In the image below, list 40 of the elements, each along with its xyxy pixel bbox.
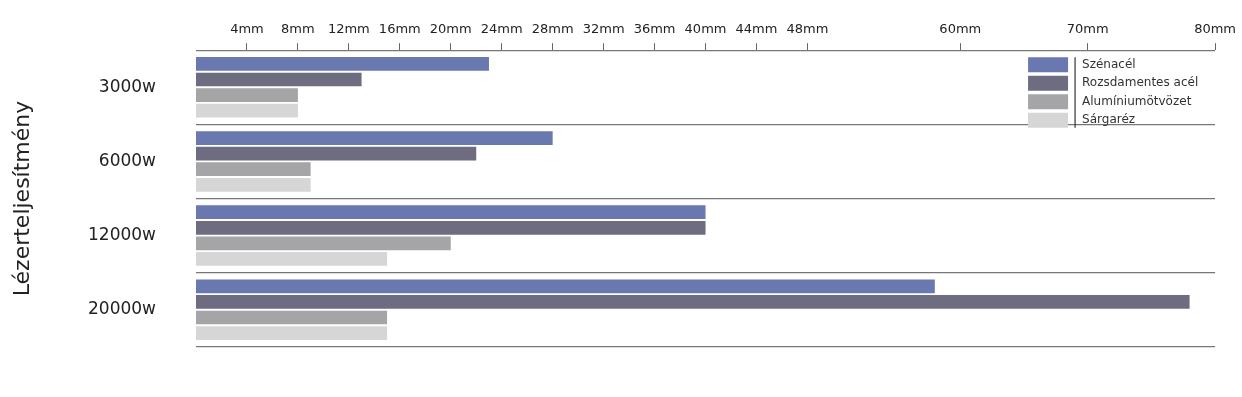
x-tick-label: 28mm: [531, 20, 574, 36]
bar: [195, 177, 311, 192]
bar: [195, 310, 388, 325]
bar: [195, 162, 311, 177]
x-tick-label: 12mm: [327, 20, 370, 36]
bar: [195, 57, 489, 71]
y-tick-label: 3000w: [98, 75, 157, 96]
x-tick-label: 4mm: [230, 20, 264, 36]
y-tick-label: 6000w: [98, 149, 157, 170]
bar: [195, 295, 1190, 309]
legend-label: Sárgaréz: [1082, 112, 1136, 127]
x-tick-label: 80mm: [1194, 20, 1236, 36]
x-tick-label: 70mm: [1066, 20, 1109, 36]
y-axis-title: Lézerteljesítmény: [9, 100, 35, 297]
bar: [195, 205, 706, 220]
x-tick-label: 32mm: [582, 20, 625, 36]
legend-label: Rozsdamentes acél: [1082, 75, 1199, 90]
bar: [195, 236, 451, 251]
x-tick-label: 40mm: [684, 20, 727, 36]
y-tick-label: 20000w: [88, 298, 157, 319]
bar: [195, 326, 388, 340]
x-tick-label: 20mm: [429, 20, 472, 36]
legend-label: Szénacél: [1082, 56, 1136, 71]
x-tick-label: 16mm: [378, 20, 421, 36]
legend-label: Alumíniumötvözet: [1082, 93, 1192, 108]
bar: [195, 72, 362, 87]
x-tick-label: 8mm: [281, 20, 315, 36]
bar: [195, 146, 477, 161]
x-tick-label: 36mm: [633, 20, 676, 36]
x-tick-label: 44mm: [735, 20, 778, 36]
bar: [195, 131, 553, 145]
bar: [195, 220, 706, 235]
x-tick-label: 24mm: [480, 20, 523, 36]
x-tick-label: 48mm: [786, 20, 829, 36]
bar: [195, 279, 935, 294]
x-tick-label: 60mm: [939, 20, 982, 36]
bar: [195, 252, 388, 266]
bar: [195, 88, 298, 102]
y-tick-label: 12000w: [88, 224, 157, 244]
bar: [195, 103, 298, 118]
